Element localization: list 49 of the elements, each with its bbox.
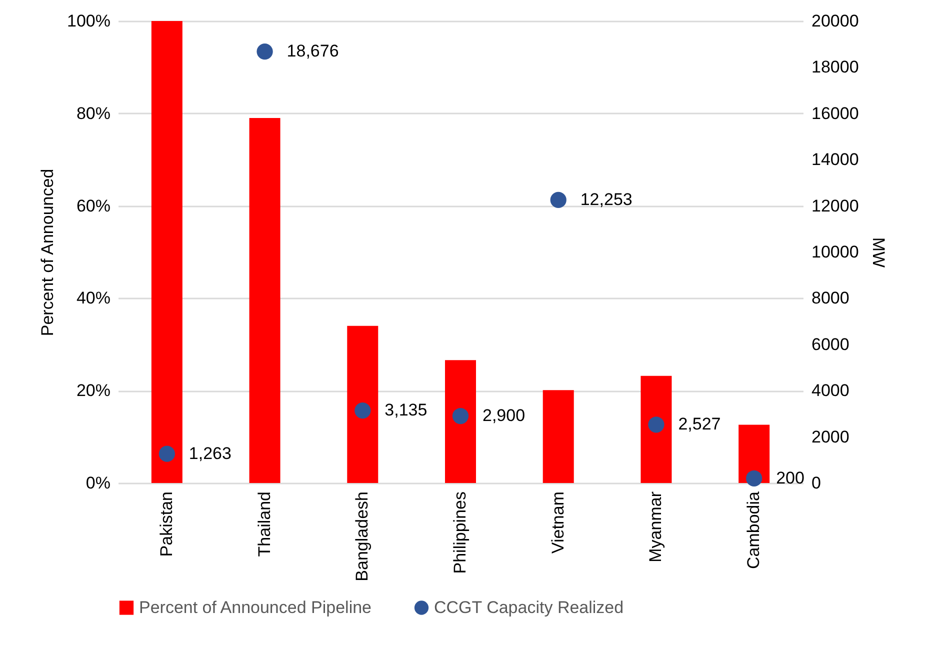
y2-tick-label: 2000 — [812, 427, 850, 446]
point — [746, 470, 762, 486]
x-tick-label: Myanmar — [646, 491, 666, 562]
bar — [738, 424, 770, 483]
data-label: 2,900 — [482, 406, 526, 426]
y-tick-label: 60% — [76, 196, 110, 216]
data-label: 18,676 — [286, 42, 339, 61]
y-tick-label: 40% — [76, 288, 110, 308]
y-tick-label: 80% — [76, 104, 110, 123]
point — [354, 402, 371, 419]
bar — [640, 376, 672, 483]
point — [256, 44, 273, 60]
point — [452, 408, 469, 424]
point — [550, 192, 566, 208]
x-tick-label: Bangladesh — [352, 492, 372, 582]
bar — [347, 326, 378, 483]
y-tick-label: 0% — [86, 474, 110, 492]
bar — [542, 390, 574, 483]
y-axis-title: Percent of Announced — [38, 168, 58, 336]
x-tick-label: Cambodia — [744, 490, 764, 569]
x-tick-label: Philippines — [450, 492, 470, 574]
x-tick-label: Thailand — [254, 492, 274, 557]
data-label: 2,527 — [678, 414, 721, 434]
point — [158, 446, 175, 462]
bar — [249, 118, 280, 483]
legend-label: Percent of Announced Pipeline — [139, 598, 372, 617]
y2-tick-label: 18000 — [812, 58, 859, 77]
y-tick-label: 20% — [76, 381, 110, 400]
data-label: 12,253 — [580, 190, 632, 209]
y2-tick-label: 0 — [812, 474, 821, 492]
y-tick-label: 100% — [67, 12, 110, 30]
y2-tick-label: 10000 — [812, 242, 859, 262]
data-label: 200 — [776, 468, 804, 488]
bar — [151, 21, 182, 483]
bar — [445, 360, 476, 483]
x-tick-label: Vietnam — [548, 492, 568, 554]
y2-tick-label: 6000 — [812, 334, 850, 354]
y2-tick-label: 4000 — [812, 381, 850, 400]
x-tick-label: Pakistan — [156, 492, 176, 557]
y2-tick-label: 14000 — [812, 150, 859, 170]
y2-tick-label: 8000 — [812, 288, 850, 308]
y2-tick-label: 16000 — [812, 104, 859, 123]
data-label: 1,263 — [188, 444, 232, 463]
y2-axis-title: MW — [868, 237, 888, 268]
y2-tick-label: 20000 — [812, 12, 859, 30]
data-label: 3,135 — [384, 400, 428, 420]
legend-label: CCGT Capacity Realized — [434, 598, 624, 617]
point — [648, 416, 664, 433]
y2-tick-label: 12000 — [812, 196, 859, 216]
